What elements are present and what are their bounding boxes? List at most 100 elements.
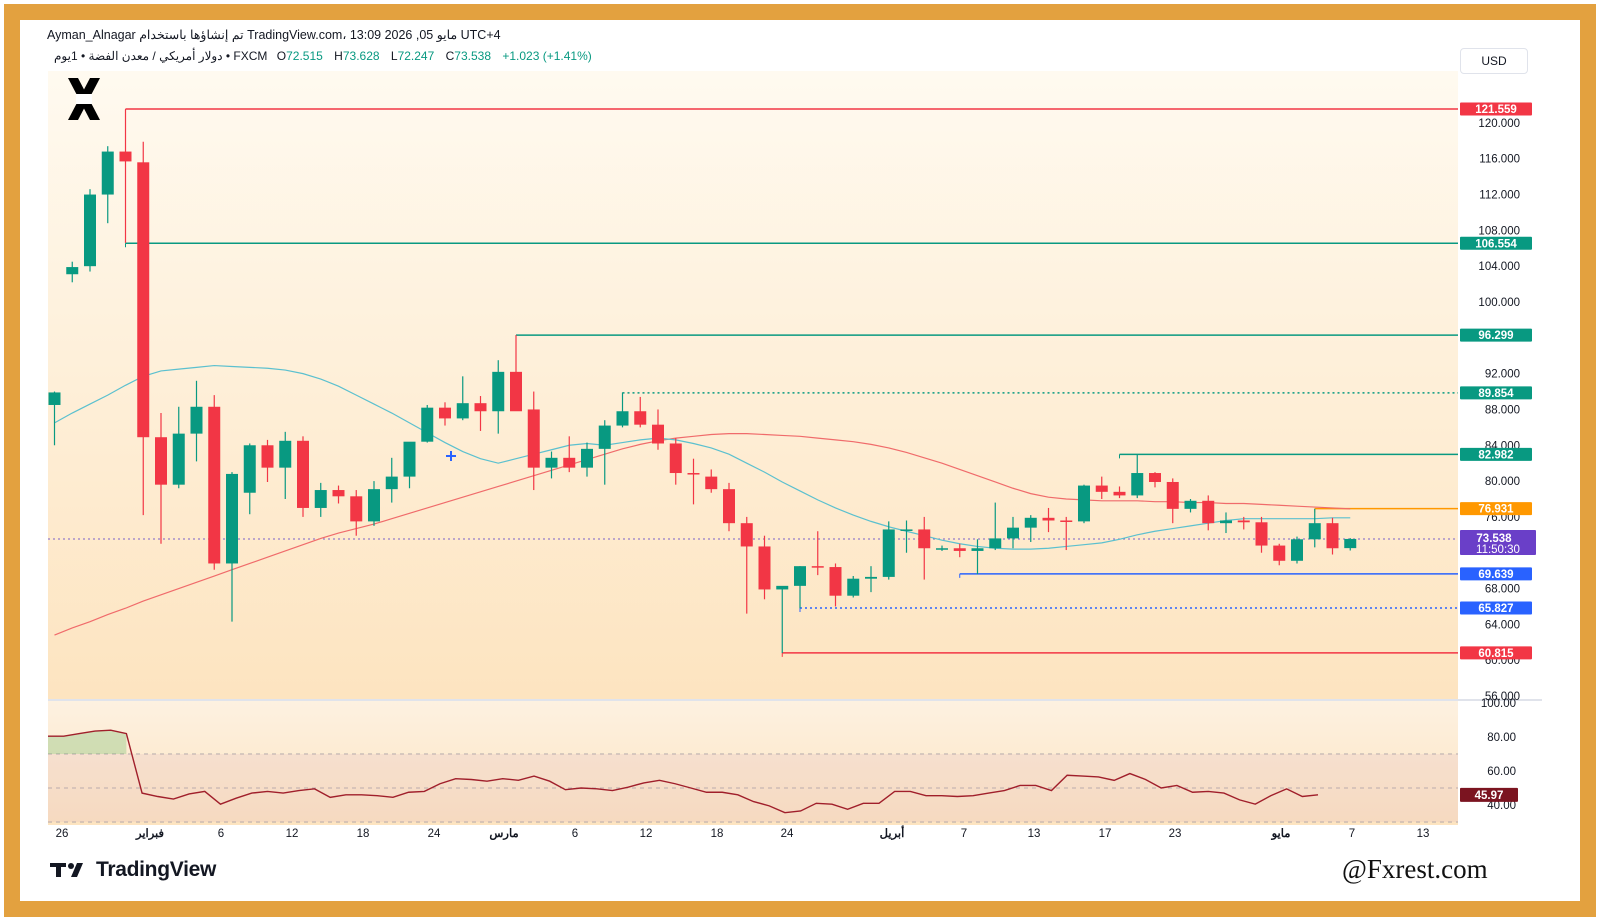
ohlc-high-key: H [334,49,343,63]
candle-body-30 [581,448,593,468]
candle-73 [1344,538,1357,551]
ohlc-low-key: L [390,49,398,63]
candle-body-68 [1255,522,1268,546]
candle-body-34 [652,424,664,444]
price-axis-tick-0: 120.000 [1478,118,1520,130]
currency-button[interactable]: USD [1460,48,1528,74]
candle-body-40 [758,546,771,590]
candle-body-7 [172,433,185,485]
candle-body-65 [1202,500,1215,524]
level-label-8-bg [1460,646,1532,660]
candle-body-3 [101,151,114,195]
candle-body-58 [1078,485,1090,522]
candle-body-73 [1344,538,1357,549]
candle-9 [208,395,221,570]
candle-13 [279,431,292,499]
level-label-6-text: 69.639 [1478,569,1513,581]
candle-37 [705,469,718,493]
price-chart[interactable]: 120.000 116.000 112.000 108.000 104.000 100.0… [32,24,1576,896]
ma-slow-line [54,433,1351,636]
candle-53 [989,502,1002,551]
time-axis-tick-17: 7 [1349,828,1355,840]
candle-body-33 [634,411,647,425]
price-axis-tick-12: 64.000 [1485,619,1520,631]
tradingview-logo[interactable]: TradingView [50,856,216,884]
level-label-6-bg [1460,567,1532,581]
candle-body-26 [510,371,522,412]
candle-58 [1078,484,1090,524]
candle-1 [66,261,79,283]
time-axis-tick-10: 24 [781,828,794,840]
ma-cross-marker [446,451,456,461]
candle-62 [1149,472,1161,488]
candle-body-18 [368,489,380,522]
price-axis-tick-4: 104.000 [1478,261,1520,273]
brand-x-logo [68,78,100,120]
candle-body-72 [1326,523,1339,549]
level-label-6: 69.639 [1460,567,1532,581]
candle-61 [1131,454,1144,499]
candle-56 [1042,507,1055,533]
candle-2 [84,189,96,272]
candle-body-57 [1060,520,1073,522]
candle-body-2 [84,194,96,267]
price-axis-tick-5: 100.000 [1478,297,1520,309]
time-axis-tick-3: 12 [286,828,299,840]
candle-body-48 [900,529,913,531]
ohlc-close-key: C [445,49,455,63]
price-axis-tick-10: 76.000 [1485,512,1520,524]
last-price-countdown: 11:50:30 [1476,544,1520,556]
candle-19 [385,457,398,503]
candle-body-43 [811,566,824,568]
candle-body-54 [1007,527,1019,539]
candle-10 [226,472,238,622]
level-label-2-bg [1460,328,1532,342]
candle-47 [882,521,895,580]
level-label-7-text: 65.827 [1478,603,1513,615]
rsi-line [48,729,1319,814]
candle-body-45 [847,578,860,596]
candle-body-70 [1291,539,1303,561]
candle-71 [1308,508,1321,548]
candle-41 [776,585,789,654]
candle-38 [723,482,735,532]
candle-body-55 [1024,517,1037,528]
candle-body-52 [971,548,984,551]
chart-header-credit: Ayman_Alnagar تم إنشاؤها باستخدام Tradin… [47,28,501,42]
candle-49 [918,516,931,580]
level-label-0-text: 121.559 [1475,104,1517,116]
candle-body-27 [527,409,540,468]
candle-39 [740,516,753,614]
last-price-label-bg [1460,529,1536,555]
level-label-2: 96.299 [1460,328,1532,342]
time-axis-tick-5: 24 [428,828,441,840]
level-label-8-text: 60.815 [1478,648,1514,660]
level-label-4-text: 82.982 [1478,449,1513,461]
candle-body-44 [829,567,842,596]
candle-27 [527,391,540,491]
candle-31 [598,420,611,485]
candle-body-29 [563,457,576,468]
candle-body-13 [279,440,292,468]
candle-body-36 [687,473,700,475]
candle-body-17 [350,496,363,522]
candle-body-6 [155,437,167,485]
last-price-value: 73.538 [1476,533,1512,545]
candle-body-0 [48,392,61,405]
price-pane-background [48,71,1458,699]
price-axis-tick-6: 92.000 [1485,369,1520,381]
time-axis-tick-6: مارس [489,827,518,841]
candle-21 [421,404,434,443]
candle-body-59 [1095,485,1108,492]
ohlc-close-value: 73.538 [454,49,491,63]
candle-body-10 [226,473,238,564]
candle-50 [936,545,948,551]
symbol-description[interactable]: دولار أمريكي / معدن الفضة • 1يوم • FXCM [54,49,268,63]
candle-body-71 [1308,523,1321,540]
candle-body-42 [794,566,806,586]
candle-body-16 [332,490,345,497]
candle-64 [1184,499,1197,513]
candle-22 [439,402,451,426]
time-axis-tick-8: 12 [640,828,653,840]
candle-4 [119,109,132,243]
